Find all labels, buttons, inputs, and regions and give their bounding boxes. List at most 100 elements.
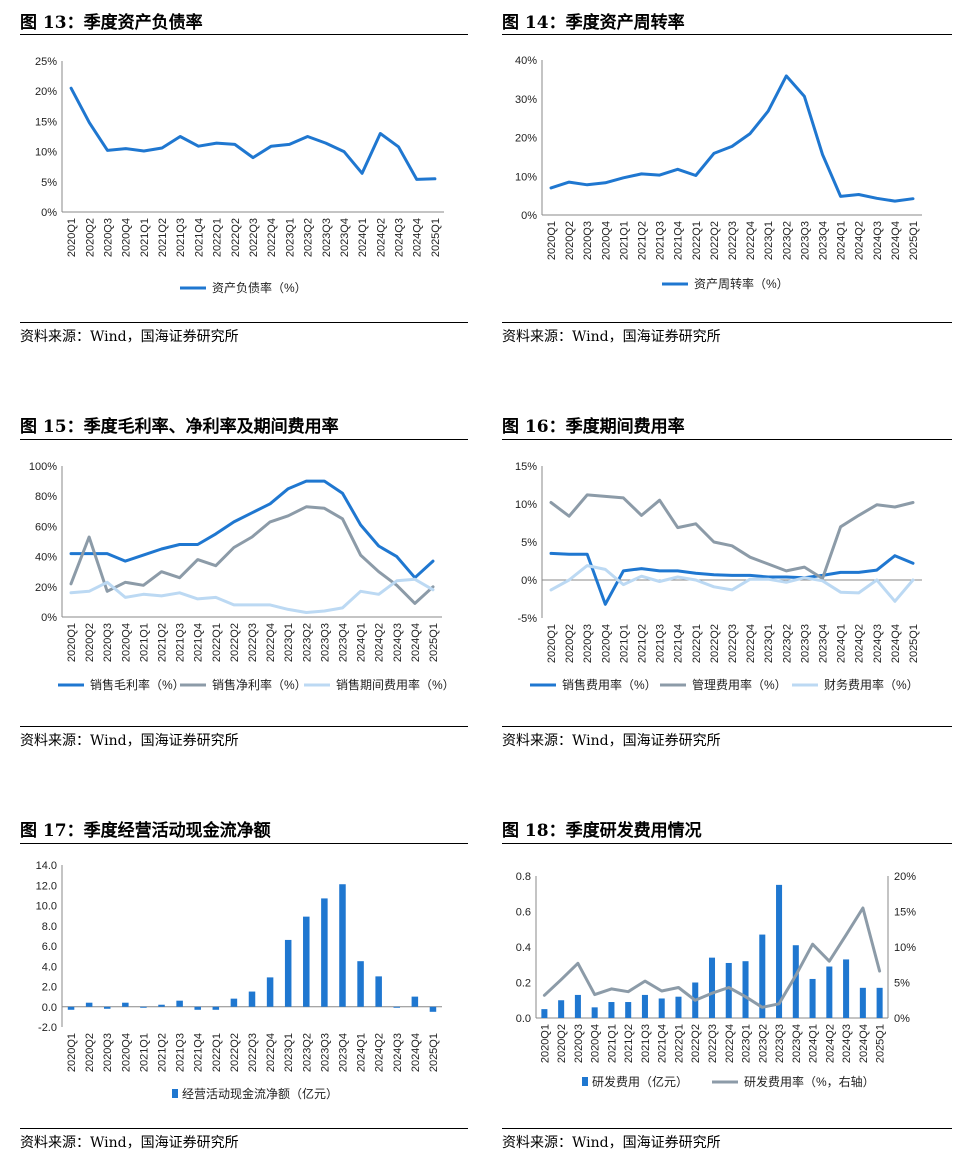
x-tick-label: 2024Q3	[394, 218, 406, 257]
bar	[284, 939, 292, 1007]
x-tick-label: 2024Q3	[872, 624, 884, 663]
y-tick-label: -2.0	[38, 1022, 57, 1034]
x-tick-label: 2021Q2	[637, 624, 649, 663]
margins-chart: 0% 20% 40% 60% 80% 100% 2020Q1 2020Q2 2020Q3 2020…	[29, 461, 455, 692]
y-tick-label: 10%	[515, 499, 537, 511]
y-tick-label: 0.4	[516, 942, 531, 954]
x-tick-label: 2021Q1	[139, 218, 151, 257]
title-divider	[20, 439, 468, 440]
bar	[826, 966, 833, 1018]
source-note: 资料来源：Wind，国海证券研究所	[20, 329, 239, 345]
bar	[725, 962, 732, 1018]
x-tick-label: 2021Q4	[673, 624, 685, 663]
x-tick-label: 2023Q2	[757, 1024, 769, 1063]
x-tick-label: 2023Q3	[321, 218, 333, 257]
x-tick-label: 2024Q2	[854, 624, 866, 663]
bar	[140, 1006, 147, 1008]
y-tick-label: 20%	[35, 86, 57, 98]
y-tick-label: 10%	[515, 171, 537, 183]
x-tick-label: 2023Q3	[319, 1033, 331, 1072]
x-tick-label: 2022Q3	[727, 221, 739, 260]
x-tick-label: 2020Q1	[539, 1024, 551, 1063]
bar	[843, 959, 850, 1018]
source-divider	[20, 322, 468, 323]
x-tick-label: 2023Q2	[781, 624, 793, 663]
bar	[321, 898, 328, 1007]
x-tick-label: 2020Q2	[556, 1024, 568, 1063]
x-tick-label: 2022Q1	[691, 221, 703, 260]
x-tick-label: 2021Q3	[640, 1024, 652, 1063]
expense-ratios-chart: -5% 0% 5% 10% 15% 2020Q1 2020Q2 2020Q3 2020Q4 202…	[515, 461, 922, 692]
x-tick-label: 2021Q2	[157, 1033, 169, 1072]
y-tick-label: 40%	[515, 55, 537, 67]
x-tick-label: 2020Q2	[564, 624, 576, 663]
x-tick-label: 2022Q4	[745, 624, 757, 663]
bar	[393, 1006, 401, 1008]
title-divider	[20, 34, 468, 35]
legend-label: 资产周转率（%）	[694, 276, 789, 291]
x-tick-label: 2021Q2	[157, 623, 169, 662]
x-tick-label: 2024Q4	[890, 624, 902, 663]
x-tick-label: 2020Q4	[590, 1024, 602, 1063]
x-tick-label: 2024Q2	[374, 1033, 386, 1072]
x-tick-label: 2024Q1	[836, 221, 848, 260]
y-tick-label: 14.0	[36, 860, 57, 872]
x-tick-label: 2023Q3	[799, 221, 811, 260]
source-divider	[502, 726, 952, 727]
x-tick-label: 2020Q2	[564, 221, 576, 260]
bar	[625, 1002, 632, 1018]
y-tick-label: 0.8	[516, 871, 531, 883]
x-tick-label: 2021Q1	[138, 623, 150, 662]
x-tick-label: 2022Q4	[724, 1024, 736, 1063]
x-tick-label: 2025Q1	[875, 1024, 887, 1063]
panel-title: 图 17：季度经营活动现金流净额	[20, 821, 271, 841]
y-tick-label: 0%	[41, 612, 57, 624]
x-tick-label: 2025Q1	[428, 1033, 440, 1072]
x-tick-label: 2022Q4	[265, 1033, 277, 1072]
x-tick-label: 2021Q1	[618, 624, 630, 663]
bar	[266, 977, 274, 1007]
source-note: 资料来源：Wind，国海证券研究所	[502, 733, 721, 749]
x-tick-label: 2024Q4	[410, 623, 422, 662]
x-tick-label: 2025Q1	[430, 218, 442, 257]
panel-asset-liability: 图 13：季度资产负债率 0% 5% 10% 15% 20% 25% 2020Q1 2020Q…	[20, 0, 468, 360]
bar	[675, 996, 682, 1018]
x-tick-label: 2020Q3	[102, 1033, 114, 1072]
x-tick-label: 2024Q2	[374, 623, 386, 662]
title-divider	[502, 843, 952, 844]
y-tick-label: 6.0	[42, 941, 57, 953]
panel-operating-cash-flow: 图 17：季度经营活动现金流净额 -2.0 0.0 2.0 4.0 6.0 8.0 10.0…	[20, 808, 468, 1163]
bar	[541, 1009, 548, 1018]
asset-turnover-chart: 0% 10% 20% 30% 40% 2020Q1 2020Q2 2020Q3 2020Q4 20…	[515, 55, 922, 291]
x-tick-label: 2020Q1	[66, 218, 78, 257]
source-divider	[502, 322, 952, 323]
legend-label: 管理费用率（%）	[692, 677, 787, 692]
bar	[357, 961, 364, 1007]
x-tick-label: 2023Q4	[337, 623, 349, 662]
x-tick-label: 2021Q3	[175, 218, 187, 257]
bar	[194, 1006, 201, 1010]
series-line	[69, 577, 435, 614]
panel-rd-expenses: 图 18：季度研发费用情况 0.0 0.2 0.4 0.6 0.8 0% 5% 10% 15% 2…	[502, 808, 952, 1163]
y2-tick-label: 5%	[894, 978, 910, 990]
x-tick-label: 2025Q1	[428, 623, 440, 662]
bar	[303, 916, 310, 1007]
bar	[759, 934, 766, 1018]
y-tick-label: 40%	[35, 552, 57, 564]
x-tick-label: 2024Q1	[356, 1033, 368, 1072]
y2-tick-label: 15%	[894, 907, 916, 919]
series-line	[69, 479, 435, 580]
series-line	[542, 906, 882, 1009]
x-tick-label: 2023Q2	[781, 221, 793, 260]
x-tick-label: 2024Q2	[854, 221, 866, 260]
x-tick-label: 2024Q4	[410, 1033, 422, 1072]
source-note: 资料来源：Wind，国海证券研究所	[502, 1135, 721, 1151]
legend-label: 销售毛利率（%）	[90, 677, 185, 692]
x-tick-label: 2021Q3	[175, 1033, 187, 1072]
y-tick-label: 5%	[521, 537, 537, 549]
y-tick-label: 12.0	[36, 880, 57, 892]
panel-title: 图 16：季度期间费用率	[502, 417, 685, 437]
bar	[339, 884, 346, 1007]
bar	[375, 976, 382, 1007]
bar	[122, 1002, 129, 1007]
